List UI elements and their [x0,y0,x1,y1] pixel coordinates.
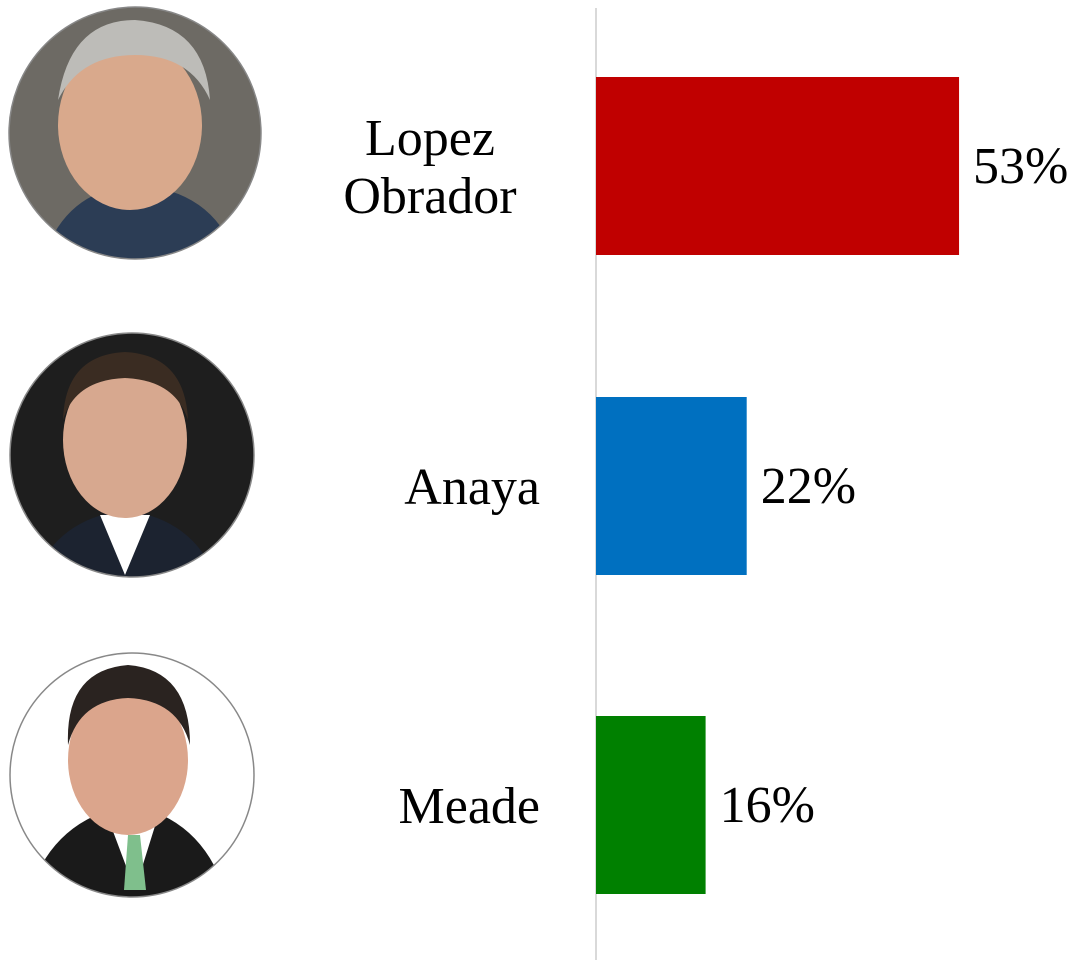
value-label: 53% [973,77,1068,255]
category-label-text: Meade [399,778,540,836]
category-label: Meade [280,718,540,896]
value-label: 22% [761,397,856,575]
category-label-text: Lopez Obrador [320,110,540,226]
value-label-text: 16% [720,776,815,835]
bar [596,77,959,255]
chart: Lopez Obrador 53% Anaya 22% Meade 16% [0,0,1092,960]
value-label-text: 22% [761,457,856,516]
category-label: Lopez Obrador [280,79,540,257]
category-label-text: Anaya [404,459,540,517]
photo [0,640,270,910]
photo [0,320,270,590]
photo [0,0,270,270]
chart-graphics [0,0,1092,960]
value-label: 16% [720,716,815,894]
bar [596,397,747,575]
value-label-text: 53% [973,137,1068,196]
category-label: Anaya [280,399,540,577]
bar [596,716,706,894]
